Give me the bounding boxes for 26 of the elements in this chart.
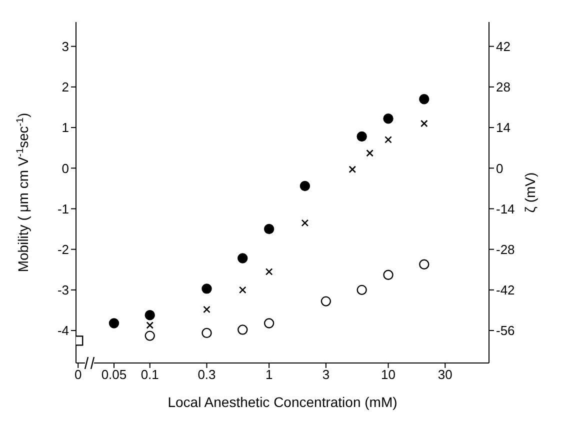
- y2-tick-label: 0: [496, 160, 504, 176]
- y2-tick-label: 14: [496, 120, 510, 136]
- x-tick-label: 30: [438, 367, 452, 382]
- y2-tick-label: -42: [496, 282, 515, 298]
- y-tick-label: -1: [57, 201, 69, 216]
- y2-tick-label: -56: [496, 323, 515, 338]
- y2-tick-label: 28: [496, 80, 510, 95]
- x-tick-label: 0: [74, 367, 82, 382]
- y2-tick-label: 42: [496, 38, 510, 54]
- y-tick-label: 1: [62, 120, 69, 136]
- x-axis-title: Local Anesthetic Concentration (mM): [168, 394, 398, 410]
- x-tick-label: 0.05: [101, 367, 127, 382]
- y-tick-label: -3: [57, 282, 69, 298]
- x-tick-label: 1: [265, 367, 273, 382]
- y-tick-label: 3: [62, 38, 69, 54]
- y-tick-label: 0: [62, 160, 69, 176]
- y2-axis-title: ζ (mV): [522, 172, 538, 213]
- x-tick-label: 0.3: [198, 367, 216, 382]
- x-tick-label: 3: [322, 367, 330, 382]
- y-tick-label: 2: [62, 80, 69, 95]
- x-tick-label: 10: [381, 367, 396, 382]
- y2-tick-label: -28: [496, 242, 515, 257]
- x-tick-label: 0.1: [140, 367, 159, 382]
- y2-tick-label: -14: [496, 201, 515, 216]
- y-tick-label: -2: [57, 242, 69, 257]
- y-tick-label: -4: [57, 323, 69, 338]
